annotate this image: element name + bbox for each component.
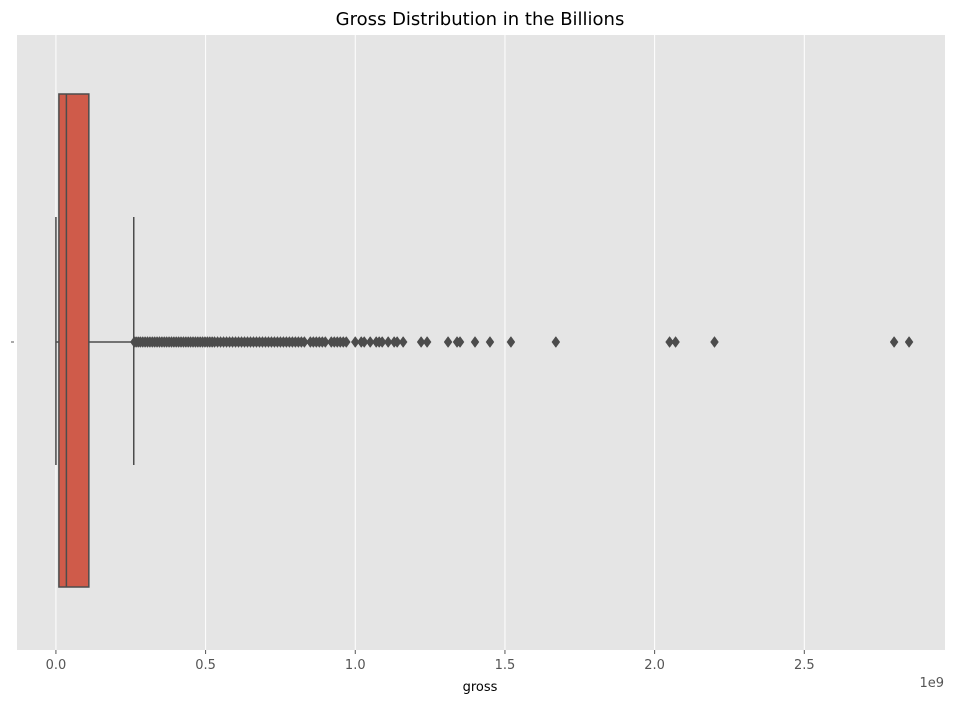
x-tick-label: 0.5 <box>195 658 216 673</box>
outlier-point <box>392 336 402 348</box>
outlier-point <box>398 336 408 348</box>
x-axis-offset-label: 1e9 <box>919 676 944 691</box>
outlier-point <box>321 336 330 348</box>
outlier-point <box>365 336 375 348</box>
x-tick-label: 2.0 <box>644 658 665 673</box>
outlier-point <box>470 336 480 348</box>
chart-title: Gross Distribution in the Billions <box>336 9 625 30</box>
x-axis-ticks: 0.0 0.5 1.0 1.5 2.0 2.5 <box>46 650 815 673</box>
x-tick-label: 0.0 <box>46 658 67 673</box>
outlier-point <box>443 336 453 348</box>
outlier-point <box>455 336 465 348</box>
outliers <box>130 336 914 348</box>
outlier-point <box>383 336 393 348</box>
outlier-point <box>485 336 495 348</box>
x-tick-label: 1.5 <box>495 658 516 673</box>
outlier-point <box>422 336 432 348</box>
outlier-point <box>341 336 351 348</box>
outlier-point <box>416 336 426 348</box>
outlier-point <box>350 336 360 348</box>
outlier-point <box>506 336 516 348</box>
x-tick-label: 1.0 <box>345 658 366 673</box>
box <box>58 93 90 588</box>
outlier-point <box>300 336 309 348</box>
outlier-point <box>889 336 899 348</box>
iqr-box <box>58 93 90 588</box>
outlier-point <box>671 336 680 348</box>
outlier-point <box>904 336 914 348</box>
outlier-point <box>377 336 387 348</box>
outlier-point <box>665 336 674 348</box>
x-tick-label: 2.5 <box>794 658 815 673</box>
outlier-point <box>551 336 561 348</box>
outlier-point <box>710 336 719 348</box>
x-axis-label: gross <box>463 680 498 695</box>
outlier-point <box>359 336 369 348</box>
